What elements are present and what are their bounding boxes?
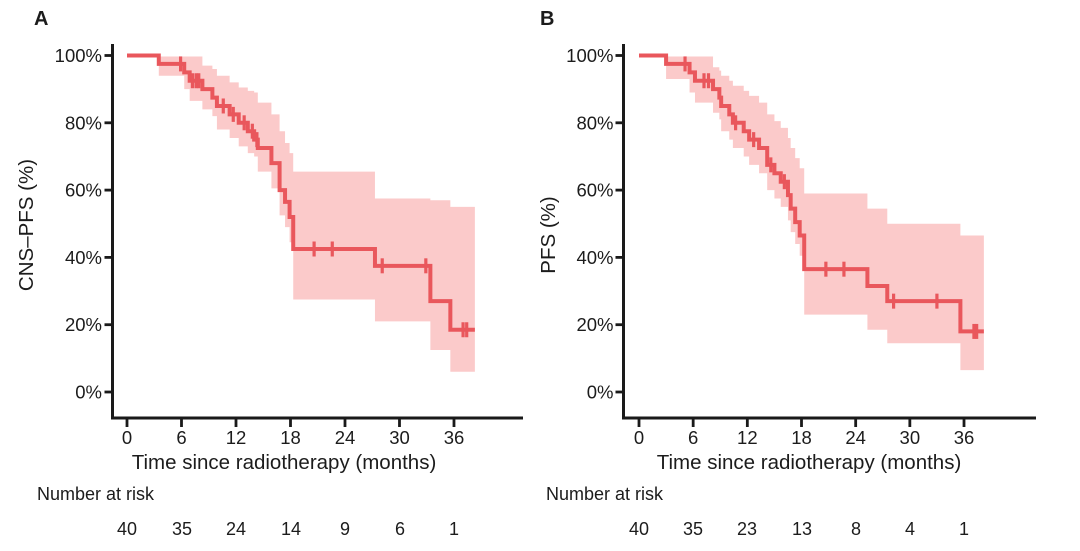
risk-count: 9 bbox=[339, 519, 350, 539]
panel-b-y-axis-title: PFS (%) bbox=[537, 196, 560, 274]
y-tick-label: 100% bbox=[566, 45, 613, 66]
risk-count: 40 bbox=[628, 519, 650, 539]
y-tick-label: 0% bbox=[587, 382, 614, 403]
panel-b-x-axis-title: Time since radiotherapy (months) bbox=[656, 451, 962, 474]
x-tick-labels: 0 6 12 18 24 30 36 bbox=[634, 419, 975, 448]
x-tick-label: 36 bbox=[444, 427, 465, 448]
risk-count: 8 bbox=[850, 519, 861, 539]
risk-count: 1 bbox=[448, 519, 459, 539]
panel-b-letter: B bbox=[540, 8, 555, 30]
x-tick-label: 12 bbox=[226, 427, 247, 448]
risk-count: 14 bbox=[280, 519, 302, 539]
y-tick-label: 60% bbox=[576, 180, 613, 201]
panel-a-letter: A bbox=[34, 8, 49, 30]
x-tick-label: 36 bbox=[954, 427, 975, 448]
y-tick-labels: 0% 20% 40% 60% 80% 100% bbox=[566, 45, 622, 403]
x-tick-label: 18 bbox=[280, 427, 301, 448]
panel-a-x-axis-title: Time since radiotherapy (months) bbox=[131, 451, 437, 474]
y-tick-label: 100% bbox=[55, 45, 102, 66]
x-tick-labels: 0 6 12 18 24 30 36 bbox=[122, 419, 465, 448]
x-tick-label: 30 bbox=[389, 427, 410, 448]
risk-count: 40 bbox=[116, 519, 138, 539]
censor-marks bbox=[683, 56, 979, 339]
y-tick-label: 40% bbox=[576, 247, 613, 268]
survival-curve bbox=[639, 53, 984, 334]
confidence-band bbox=[666, 56, 984, 371]
y-tick-label: 40% bbox=[65, 247, 102, 268]
x-tick-label: 6 bbox=[688, 427, 698, 448]
y-tick-label: 80% bbox=[65, 112, 102, 133]
y-tick-label: 0% bbox=[75, 382, 102, 403]
risk-count: 6 bbox=[394, 519, 405, 539]
y-tick-label: 20% bbox=[576, 314, 613, 335]
x-tick-label: 18 bbox=[791, 427, 812, 448]
risk-count: 4 bbox=[904, 519, 915, 539]
risk-count: 1 bbox=[958, 519, 969, 539]
panel-a-number-at-risk-label: Number at risk bbox=[37, 484, 155, 504]
confidence-band bbox=[158, 56, 475, 372]
x-tick-label: 0 bbox=[634, 427, 644, 448]
x-tick-label: 24 bbox=[845, 427, 866, 448]
panel-b-number-at-risk-label: Number at risk bbox=[546, 484, 664, 504]
y-tick-label: 80% bbox=[576, 112, 613, 133]
x-tick-label: 6 bbox=[176, 427, 186, 448]
x-tick-label: 12 bbox=[737, 427, 758, 448]
panel-a-plot: 0 6 12 18 24 30 36 0% 20% 40% 60% 80% 100% bbox=[55, 44, 523, 448]
y-tick-labels: 0% 20% 40% 60% 80% 100% bbox=[55, 45, 111, 403]
risk-count: 35 bbox=[682, 519, 704, 539]
risk-count: 24 bbox=[225, 519, 247, 539]
x-tick-label: 30 bbox=[900, 427, 921, 448]
panel-a-y-axis-title: CNS–PFS (%) bbox=[15, 158, 38, 292]
y-tick-label: 60% bbox=[65, 180, 102, 201]
risk-count: 23 bbox=[736, 519, 758, 539]
risk-count: 35 bbox=[171, 519, 193, 539]
y-tick-label: 20% bbox=[65, 314, 102, 335]
censor-marks bbox=[178, 56, 469, 338]
x-tick-label: 0 bbox=[122, 427, 132, 448]
x-tick-label: 24 bbox=[335, 427, 356, 448]
risk-count: 13 bbox=[791, 519, 813, 539]
panel-b-plot: 0 6 12 18 24 30 36 0% 20% 40% 60% 80% 100% bbox=[566, 44, 1036, 448]
